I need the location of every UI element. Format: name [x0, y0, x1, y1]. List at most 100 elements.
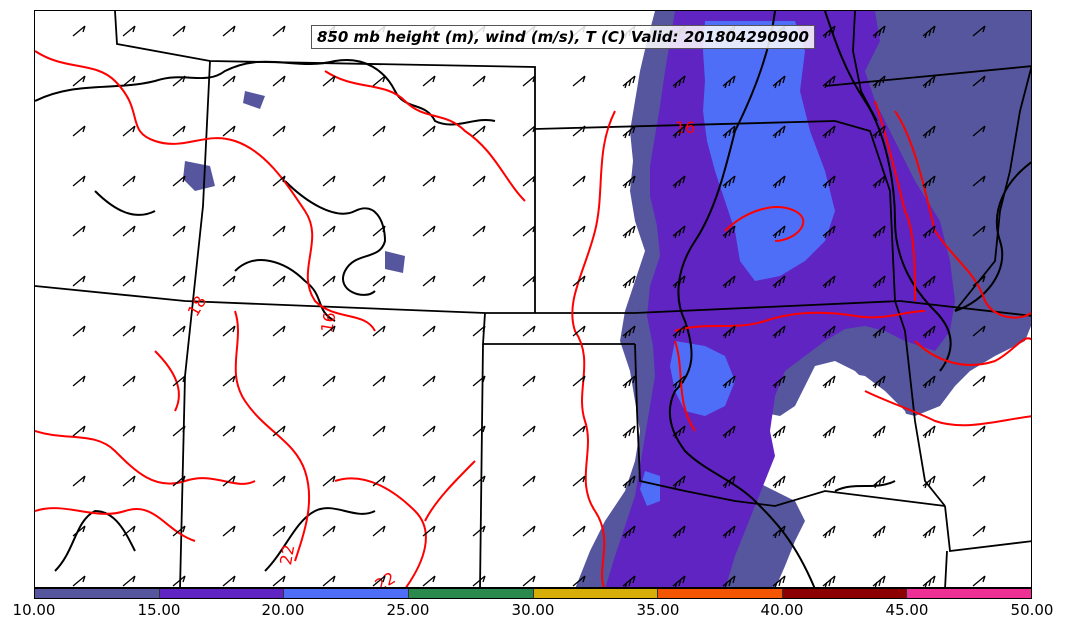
temperature-label-22-south: 22 [372, 568, 399, 588]
wind-barb [122, 375, 136, 387]
wind-barb [122, 475, 136, 487]
wind-barb [322, 525, 336, 537]
wind-barb [922, 325, 936, 339]
wind-barb [172, 175, 186, 187]
colorbar [34, 588, 1032, 599]
wind-barb [722, 175, 736, 189]
wind-barb [472, 375, 486, 387]
wind-barb [972, 525, 986, 537]
wind-barb [372, 325, 386, 337]
wind-barb [72, 525, 86, 537]
wind-barb [972, 275, 986, 287]
wind-barb [122, 575, 136, 587]
wind-barb [972, 175, 986, 187]
wind-barb [372, 75, 386, 87]
wind-barb [522, 425, 536, 437]
wind-barb [772, 375, 786, 389]
wind-barb [972, 375, 986, 387]
colorbar-tick: 35.00 [636, 601, 680, 619]
wind-barb [422, 125, 436, 137]
wind-barb [272, 225, 286, 237]
wind-barb [572, 275, 586, 287]
wind-barb [372, 525, 386, 537]
wind-barb [772, 475, 786, 489]
colorbar-segment-40-45 [781, 589, 907, 598]
wind-barb [222, 425, 236, 437]
wind-barb [122, 75, 136, 87]
wind-barb [372, 575, 386, 587]
wind-barb [72, 425, 86, 437]
wind-barb [322, 225, 336, 237]
map-canvas: 18 16 22 22 16 [35, 11, 1031, 588]
wind-barb [372, 275, 386, 287]
wind-barb [322, 475, 336, 487]
wind-barb [722, 125, 736, 139]
colorbar-tick: 30.00 [511, 601, 555, 619]
wind-barb [822, 175, 836, 189]
wind-barb [172, 225, 186, 237]
wind-barb [822, 425, 836, 439]
wind-barb [972, 25, 986, 37]
wind-barb [922, 575, 936, 587]
wind-barb [272, 275, 286, 287]
wind-barb [972, 475, 986, 487]
wind-barb [622, 425, 636, 439]
wind-barb [522, 575, 536, 587]
wind-barb [922, 475, 936, 489]
wind-barb [522, 125, 536, 137]
wind-barb [422, 425, 436, 437]
wind-barb [272, 375, 286, 387]
wind-barb [872, 575, 886, 587]
wind-barb [522, 175, 536, 187]
temperature-label-18: 18 [184, 293, 211, 320]
wind-barb [472, 175, 486, 187]
wind-barb [622, 275, 636, 289]
wind-barb [372, 475, 386, 487]
wind-barb [322, 375, 336, 387]
wind-barb [122, 425, 136, 437]
wind-barb [222, 175, 236, 187]
colorbar-segment-20-25 [283, 589, 408, 598]
wind-barb [572, 225, 586, 237]
wind-barb [222, 375, 236, 387]
wind-barb [922, 175, 936, 189]
wind-barb [622, 225, 636, 239]
wind-barb [72, 175, 86, 187]
wind-barb [72, 375, 86, 387]
wind-barb [872, 475, 886, 489]
wind-barb [672, 75, 686, 89]
wind-barb [472, 425, 486, 437]
wind-barb [922, 425, 936, 439]
colorbar-segment-10-15 [35, 589, 159, 598]
wind-barb [622, 475, 636, 489]
wind-20-25-region-sw [640, 471, 660, 506]
wind-barb [122, 125, 136, 137]
map-panel: 18 16 22 22 16 850 mb height (m), wind (… [34, 10, 1032, 588]
wind-barb [372, 175, 386, 187]
wind-barb [772, 525, 786, 539]
wind-barb [822, 575, 836, 587]
wind-barb [422, 575, 436, 587]
wind-barb [72, 275, 86, 287]
wind-barb [972, 75, 986, 87]
wind-barb [872, 425, 886, 439]
wind-barb [472, 475, 486, 487]
wind-barb [472, 75, 486, 87]
colorbar-tick: 20.00 [261, 601, 305, 619]
colorbar-tick: 15.00 [137, 601, 181, 619]
wind-barb [722, 275, 736, 289]
wind-barb [272, 525, 286, 537]
wind-barb [972, 125, 986, 137]
wind-barb [572, 325, 586, 337]
wind-barb [822, 475, 836, 489]
wind-barb [522, 75, 536, 87]
wind-barb [322, 75, 336, 87]
wind-barb [972, 425, 986, 437]
wind-barb [172, 25, 186, 37]
wind-barb [522, 325, 536, 337]
wind-barb [272, 425, 286, 437]
wind-barb [922, 225, 936, 239]
wind-barb [772, 575, 786, 587]
wind-barb [72, 575, 86, 587]
wind-barb [122, 275, 136, 287]
